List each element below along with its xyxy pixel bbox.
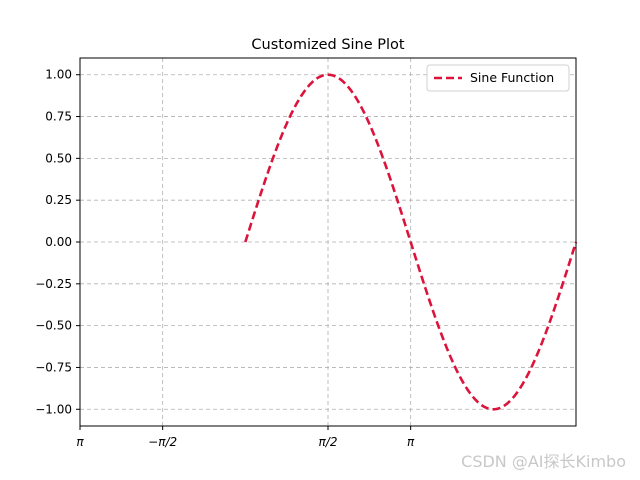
x-tick-label: π [76, 435, 84, 449]
x-tick-label: −π/2 [148, 435, 177, 449]
legend: Sine Function [426, 64, 570, 92]
x-axis-ticks: π −π/2 π/2 π [76, 426, 415, 449]
y-tick-label: 0.75 [45, 110, 72, 124]
y-axis-ticks: 1.00 0.75 0.50 0.25 0.00 −0.25 −0.50 −0.75 −1.00 [35, 68, 80, 416]
y-tick-label: −0.25 [35, 277, 72, 291]
y-tick-label: 1.00 [45, 68, 72, 82]
y-tick-label: −0.75 [35, 360, 72, 374]
y-tick-label: 0.25 [45, 193, 72, 207]
x-tick-label: π [407, 435, 415, 449]
legend-label: Sine Function [470, 70, 554, 85]
chart-title: Customized Sine Plot [251, 37, 405, 53]
y-tick-label: −0.50 [35, 319, 72, 333]
watermark: CSDN @AI探长Kimbo [461, 452, 626, 471]
y-tick-label: 0.00 [45, 235, 72, 249]
series-line [244, 73, 578, 411]
x-tick-label: π/2 [319, 435, 338, 449]
legend-box [426, 64, 570, 92]
y-tick-label: −1.00 [35, 402, 72, 416]
y-tick-label: 0.50 [45, 151, 72, 165]
series-layer [244, 73, 578, 411]
grid-lines [79, 58, 576, 426]
